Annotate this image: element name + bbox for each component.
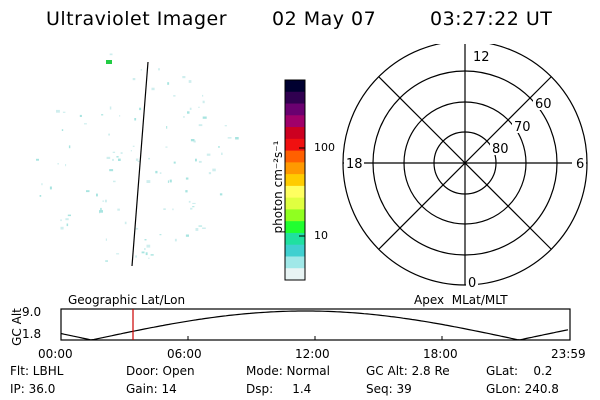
uv-image-panel <box>36 53 239 267</box>
colorbar-band <box>285 174 305 187</box>
colorbar-band <box>285 80 305 93</box>
altitude-curve <box>60 310 569 341</box>
colorbar-band <box>285 256 305 269</box>
mlt-label-left: 18 <box>346 157 363 172</box>
colorbar-band <box>285 162 305 175</box>
colorbar-units-label: photon cm⁻²s⁻¹ <box>271 140 285 234</box>
colorbar-tick-10: 10 <box>314 229 328 242</box>
mlat-label-60: 60 <box>535 97 552 112</box>
colorbar-band <box>285 103 305 116</box>
timeline-xtick-3: 18:00 <box>423 347 458 361</box>
timeline-plot <box>60 308 571 341</box>
imager-title: Ultraviolet Imager <box>46 8 228 30</box>
param-gain: Gain: 14 <box>126 382 177 396</box>
param-door: Door: Open <box>126 364 195 378</box>
colorbar-band <box>285 115 305 128</box>
colorbar-band <box>285 127 305 140</box>
timeline-ytick-top: 9.0 <box>22 305 42 319</box>
polar-grid: 12 18 6 0 60 70 80 <box>342 44 588 291</box>
timeline-left-caption: Geographic Lat/Lon <box>68 293 186 307</box>
mlat-label-80: 80 <box>492 142 509 157</box>
timeline-xtick-0: 00:00 <box>38 347 73 361</box>
colorbar-band <box>285 138 305 152</box>
param-seq: Seq: 39 <box>366 382 412 396</box>
mlat-label-70: 70 <box>514 120 531 135</box>
param-ip: IP: 36.0 <box>10 382 56 396</box>
colorbar-tick-100: 100 <box>314 141 335 154</box>
param-mode: Mode: Normal <box>246 364 330 378</box>
colorbar-band <box>285 185 305 199</box>
param-dsp: Dsp: 1.4 <box>246 382 312 396</box>
colorbar-band <box>285 209 305 222</box>
colorbar-band <box>285 268 305 281</box>
timeline-right-caption: Apex MLat/MLT <box>414 293 508 307</box>
time-label: 03:27:22 UT <box>430 8 553 30</box>
timeline-xtick-2: 12:00 <box>295 347 330 361</box>
colorbar <box>284 79 306 281</box>
param-gc-alt: GC Alt: 2.8 Re <box>366 364 450 378</box>
date-label: 02 May 07 <box>272 8 377 30</box>
colorbar-band <box>285 232 305 246</box>
colorbar-band <box>285 221 305 234</box>
timeline-xtick-1: 06:00 <box>167 347 202 361</box>
auroral-emission-speckles <box>36 53 239 262</box>
limb-line <box>131 61 149 267</box>
colorbar-band <box>285 150 305 163</box>
timeline-ytick-bottom: 1.8 <box>22 327 42 341</box>
mlt-label-bottom: 0 <box>468 276 476 291</box>
param-glon: GLon: 240.8 <box>486 382 559 396</box>
param-glat: GLat: 0.2 <box>486 364 553 378</box>
timeline-xtick-4: 23:59 <box>551 347 586 361</box>
colorbar-band <box>285 244 305 257</box>
mlt-label-top: 12 <box>473 50 490 65</box>
param-filter: Flt: LBHL <box>10 364 64 378</box>
colorbar-band <box>285 197 305 210</box>
mlt-label-right: 6 <box>576 157 584 172</box>
colorbar-band <box>285 91 305 105</box>
